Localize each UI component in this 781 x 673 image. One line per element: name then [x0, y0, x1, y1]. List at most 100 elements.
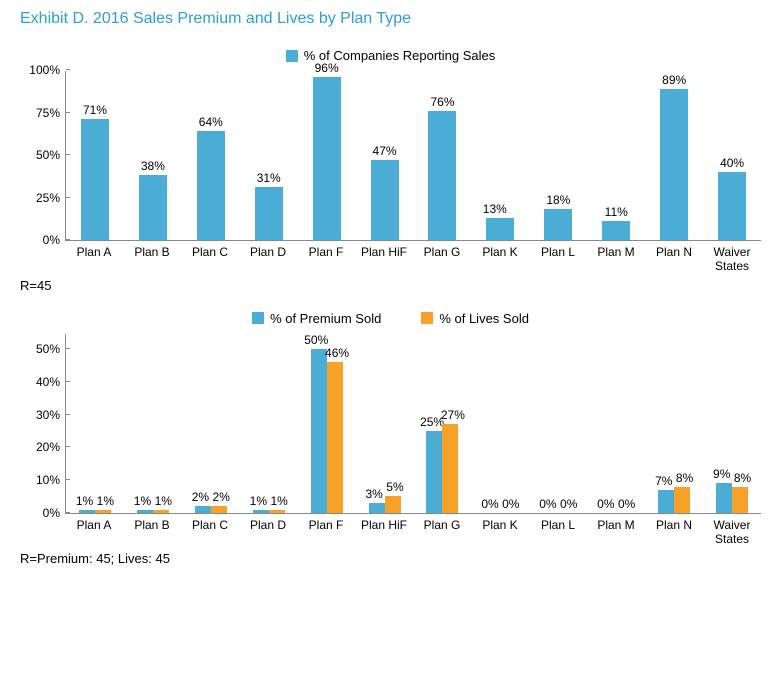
- xlabel: Plan C: [181, 245, 239, 274]
- xlabel: Plan F: [297, 245, 355, 274]
- ytick: 20%: [36, 440, 66, 454]
- bar-value-label: 0%: [618, 497, 635, 511]
- chart2-category: 7%8%: [645, 334, 703, 513]
- chart2-bar-lives: 1%: [95, 510, 111, 513]
- bar-value-label: 1%: [270, 494, 287, 508]
- chart2-bar-premium: 9%: [716, 483, 732, 512]
- bar-value-label: 11%: [605, 205, 628, 219]
- chart2-bar-premium: 50%: [311, 349, 327, 513]
- chart1-bar: 96%: [313, 77, 341, 240]
- ytick: 100%: [29, 63, 66, 77]
- xlabel: Plan G: [413, 518, 471, 547]
- ytick: 50%: [36, 342, 66, 356]
- chart1-category: 31%: [240, 71, 298, 240]
- chart2-legend: % of Premium Sold % of Lives Sold: [20, 311, 761, 326]
- chart2-bar-lives: 2%: [211, 506, 227, 513]
- chart2-bars: 1%1%1%1%2%2%1%1%50%46%3%5%25%27%0%0%0%0%…: [66, 334, 761, 513]
- xlabel: Plan N: [645, 245, 703, 274]
- chart1-category: 18%: [529, 71, 587, 240]
- bar-value-label: 2%: [192, 490, 209, 504]
- chart2-category: 1%1%: [240, 334, 298, 513]
- chart1-plot: 71%38%64%31%96%47%76%13%18%11%89%40% 0%2…: [65, 71, 761, 241]
- xlabel: Plan D: [239, 245, 297, 274]
- chart1-category: 38%: [124, 71, 182, 240]
- chart2-bar-lives: 27%: [442, 424, 458, 512]
- chart1-bar: 71%: [81, 119, 109, 240]
- xlabel: Plan D: [239, 518, 297, 547]
- xlabel: Plan N: [645, 518, 703, 547]
- bar-value-label: 1%: [155, 494, 172, 508]
- chart2-footnote: R=Premium: 45; Lives: 45: [20, 551, 761, 566]
- bar-value-label: 9%: [713, 467, 730, 481]
- legend-swatch: [421, 312, 433, 324]
- chart2-category: 3%5%: [356, 334, 414, 513]
- bar-value-label: 46%: [325, 346, 349, 360]
- chart2-category: 0%0%: [587, 334, 645, 513]
- chart1-category: 40%: [703, 71, 761, 240]
- xlabel: Plan B: [123, 518, 181, 547]
- xlabel: Plan A: [65, 245, 123, 274]
- xlabel: Plan HiF: [355, 518, 413, 547]
- chart1-bars: 71% 38% 64% 31% 96% 47% 76% 13% 18% 11% 89% 40%: [66, 71, 761, 240]
- bar-value-label: 76%: [430, 95, 454, 109]
- chart2-bar-lives: 8%: [732, 487, 748, 513]
- bar-value-label: 1%: [97, 494, 114, 508]
- chart2-bar-premium: 7%: [658, 490, 674, 513]
- chart2-category: 0%0%: [529, 334, 587, 513]
- chart1-xaxis: Plan APlan BPlan CPlan DPlan FPlan HiFPl…: [65, 245, 761, 274]
- chart2-bar-premium: 25%: [426, 431, 442, 513]
- bar-value-label: 3%: [365, 487, 382, 501]
- chart2-category: 0%0%: [471, 334, 529, 513]
- xlabel: Plan B: [123, 245, 181, 274]
- bar-value-label: 0%: [502, 497, 519, 511]
- bar-value-label: 1%: [76, 494, 93, 508]
- xlabel: Plan L: [529, 245, 587, 274]
- chart1-category: 11%: [587, 71, 645, 240]
- chart1-bar: 18%: [544, 209, 572, 240]
- chart1-bar: 64%: [197, 131, 225, 240]
- bar-value-label: 7%: [655, 474, 672, 488]
- chart1: 71%38%64%31%96%47%76%13%18%11%89%40% 0%2…: [65, 71, 761, 274]
- chart2-plot: 1%1%1%1%2%2%1%1%50%46%3%5%25%27%0%0%0%0%…: [65, 334, 761, 514]
- chart2-category: 9%8%: [703, 334, 761, 513]
- chart1-bar: 13%: [486, 218, 514, 240]
- bar-value-label: 50%: [304, 333, 328, 347]
- bar-value-label: 13%: [483, 202, 507, 216]
- chart2-category: 50%46%: [298, 334, 356, 513]
- chart1-bar: 47%: [371, 160, 399, 240]
- chart1-category: 89%: [645, 71, 703, 240]
- ytick: 25%: [36, 191, 66, 205]
- bar-value-label: 31%: [257, 171, 281, 185]
- chart2-bar-lives: 5%: [385, 496, 401, 512]
- chart2-bar-lives: 46%: [327, 362, 343, 513]
- chart2-bar-premium: 1%: [137, 510, 153, 513]
- chart1-category: 13%: [471, 71, 529, 240]
- chart1-bar: 31%: [255, 187, 283, 240]
- ytick: 10%: [36, 473, 66, 487]
- chart1-bar: 76%: [428, 111, 456, 240]
- bar-value-label: 0%: [560, 497, 577, 511]
- chart1-category: 96%: [298, 71, 356, 240]
- chart2-category: 1%1%: [124, 334, 182, 513]
- bar-value-label: 40%: [720, 156, 744, 170]
- chart1-bar: 40%: [718, 172, 746, 240]
- chart2-bar-premium: 1%: [253, 510, 269, 513]
- bar-value-label: 8%: [734, 471, 751, 485]
- xlabel: Plan L: [529, 518, 587, 547]
- xlabel: Plan C: [181, 518, 239, 547]
- xlabel: Plan K: [471, 518, 529, 547]
- chart2-legend-item-lives: % of Lives Sold: [421, 311, 529, 326]
- chart2-bar-lives: 1%: [269, 510, 285, 513]
- bar-value-label: 96%: [315, 61, 339, 75]
- chart2-legend-item-premium: % of Premium Sold: [252, 311, 381, 326]
- bar-value-label: 1%: [134, 494, 151, 508]
- xlabel: Plan F: [297, 518, 355, 547]
- chart2-category: 1%1%: [66, 334, 124, 513]
- ytick: 0%: [43, 233, 66, 247]
- xlabel: Plan M: [587, 245, 645, 274]
- ytick: 40%: [36, 375, 66, 389]
- chart1-bar: 38%: [139, 175, 167, 240]
- chart2: 1%1%1%1%2%2%1%1%50%46%3%5%25%27%0%0%0%0%…: [65, 334, 761, 547]
- legend-swatch: [286, 50, 298, 62]
- chart2-category: 2%2%: [182, 334, 240, 513]
